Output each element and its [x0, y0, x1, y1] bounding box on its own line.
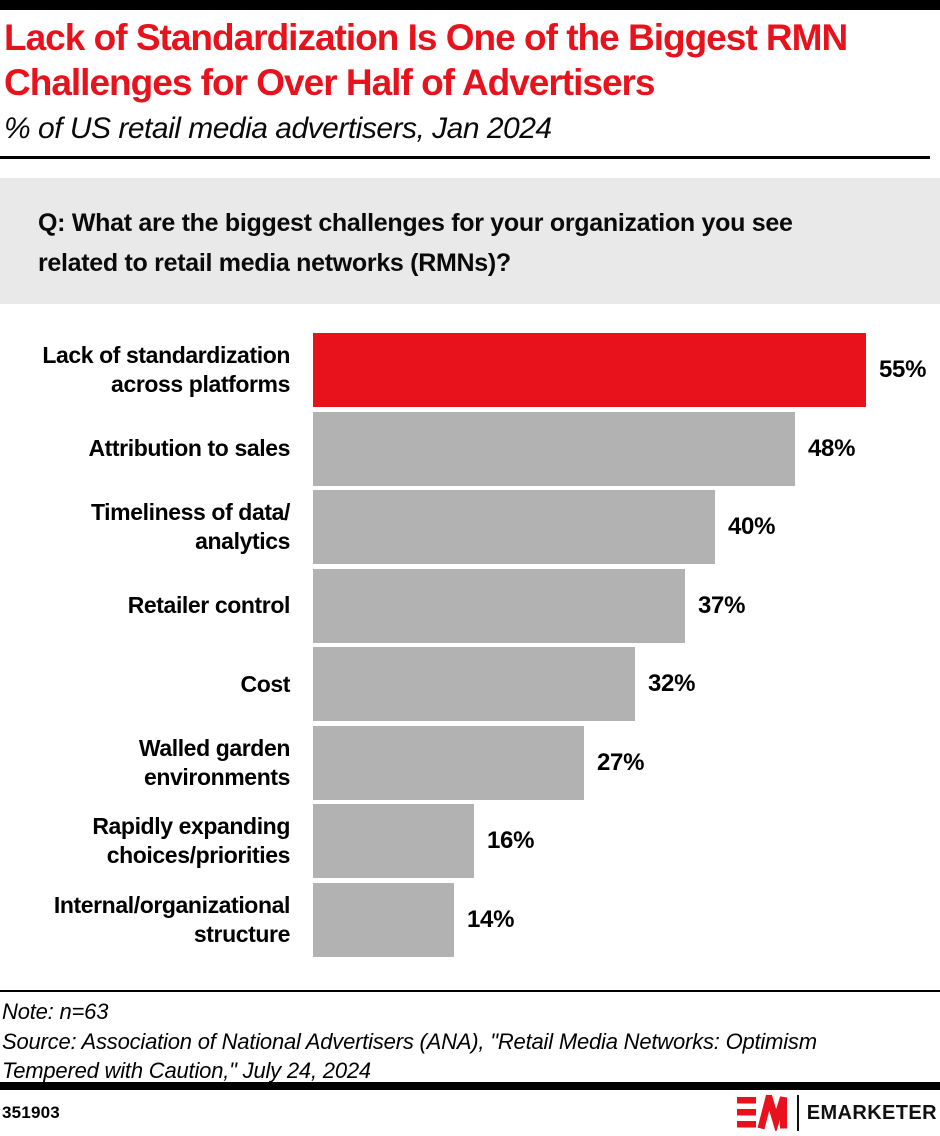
survey-question-text: Q: What are the biggest challenges for y… — [0, 178, 940, 283]
chart-title-line-2: Challenges for Over Half of Advertisers — [4, 62, 656, 103]
category-label: Attribution to sales — [88, 435, 290, 462]
category-label: Timeliness of data/analytics — [90, 499, 290, 555]
footer: 351903 EMARKETER — [0, 1090, 940, 1136]
bar — [313, 725, 584, 800]
chart-row: Retailer control 37% — [0, 567, 940, 646]
header-divider-rule — [0, 156, 930, 159]
survey-question-box: Q: What are the biggest challenges for y… — [0, 178, 940, 304]
brand-divider — [796, 1095, 799, 1131]
value-label: 14% — [467, 905, 515, 933]
survey-question-line-1: Q: What are the biggest challenges for y… — [38, 209, 793, 237]
source-text-line-1: Source: Association of National Advertis… — [2, 1028, 817, 1054]
chart-row: Attribution to sales 48% — [0, 410, 940, 489]
notes-divider-rule — [0, 990, 940, 992]
chart-row: Timeliness of data/analytics 40% — [0, 488, 940, 567]
survey-question-line-2: related to retail media networks (RMNs)? — [38, 249, 511, 277]
category-label: Rapidly expanding choices/priorities — [92, 813, 290, 869]
chart-row: Lack of standardization across platforms 5… — [0, 331, 940, 410]
note-text: Note: n=63 — [2, 999, 109, 1024]
notes-block: Note: n=63 Source: Association of Nation… — [2, 997, 932, 1086]
bar — [313, 882, 454, 957]
footer-black-bar — [0, 1082, 940, 1090]
chart-row: Walled garden environments 27% — [0, 724, 940, 803]
chart-row: Internal/organizational structure 14% — [0, 881, 940, 960]
top-black-bar — [0, 0, 940, 10]
emarketer-em-logo-icon — [736, 1095, 788, 1131]
bar — [313, 411, 795, 486]
category-label: Cost — [240, 670, 290, 697]
chart-row: Rapidly expanding choices/priorities 16% — [0, 802, 940, 881]
chart-title-line-1: Lack of Standardization Is One of the Bi… — [4, 17, 848, 58]
value-label: 27% — [597, 748, 645, 776]
bar — [313, 804, 474, 879]
source-text-line-2: Tempered with Caution," July 24, 2024 — [2, 1058, 371, 1083]
chart-row: Cost 32% — [0, 645, 940, 724]
value-label: 37% — [698, 591, 746, 619]
value-label: 32% — [648, 670, 696, 698]
value-label: 55% — [879, 356, 927, 384]
bar — [313, 568, 685, 643]
chart-id: 351903 — [2, 1103, 60, 1122]
category-label: Internal/organizational structure — [53, 891, 291, 947]
chart-subtitle: % of US retail media advertisers, Jan 20… — [4, 112, 552, 145]
brand-lockup: EMARKETER — [736, 1093, 937, 1133]
category-label: Lack of standardization across platforms — [42, 342, 290, 398]
bar — [313, 490, 715, 565]
bar-chart: Lack of standardization across platforms 5… — [0, 331, 940, 959]
bar — [313, 647, 635, 722]
value-label: 48% — [808, 434, 856, 462]
value-label: 40% — [728, 513, 776, 541]
value-label: 16% — [487, 827, 535, 855]
category-label: Walled garden environments — [138, 734, 291, 790]
header: Lack of Standardization Is One of the Bi… — [4, 15, 934, 146]
category-label: Retailer control — [127, 592, 291, 619]
brand-name: EMARKETER — [806, 1101, 937, 1124]
bar-highlighted — [313, 333, 866, 408]
